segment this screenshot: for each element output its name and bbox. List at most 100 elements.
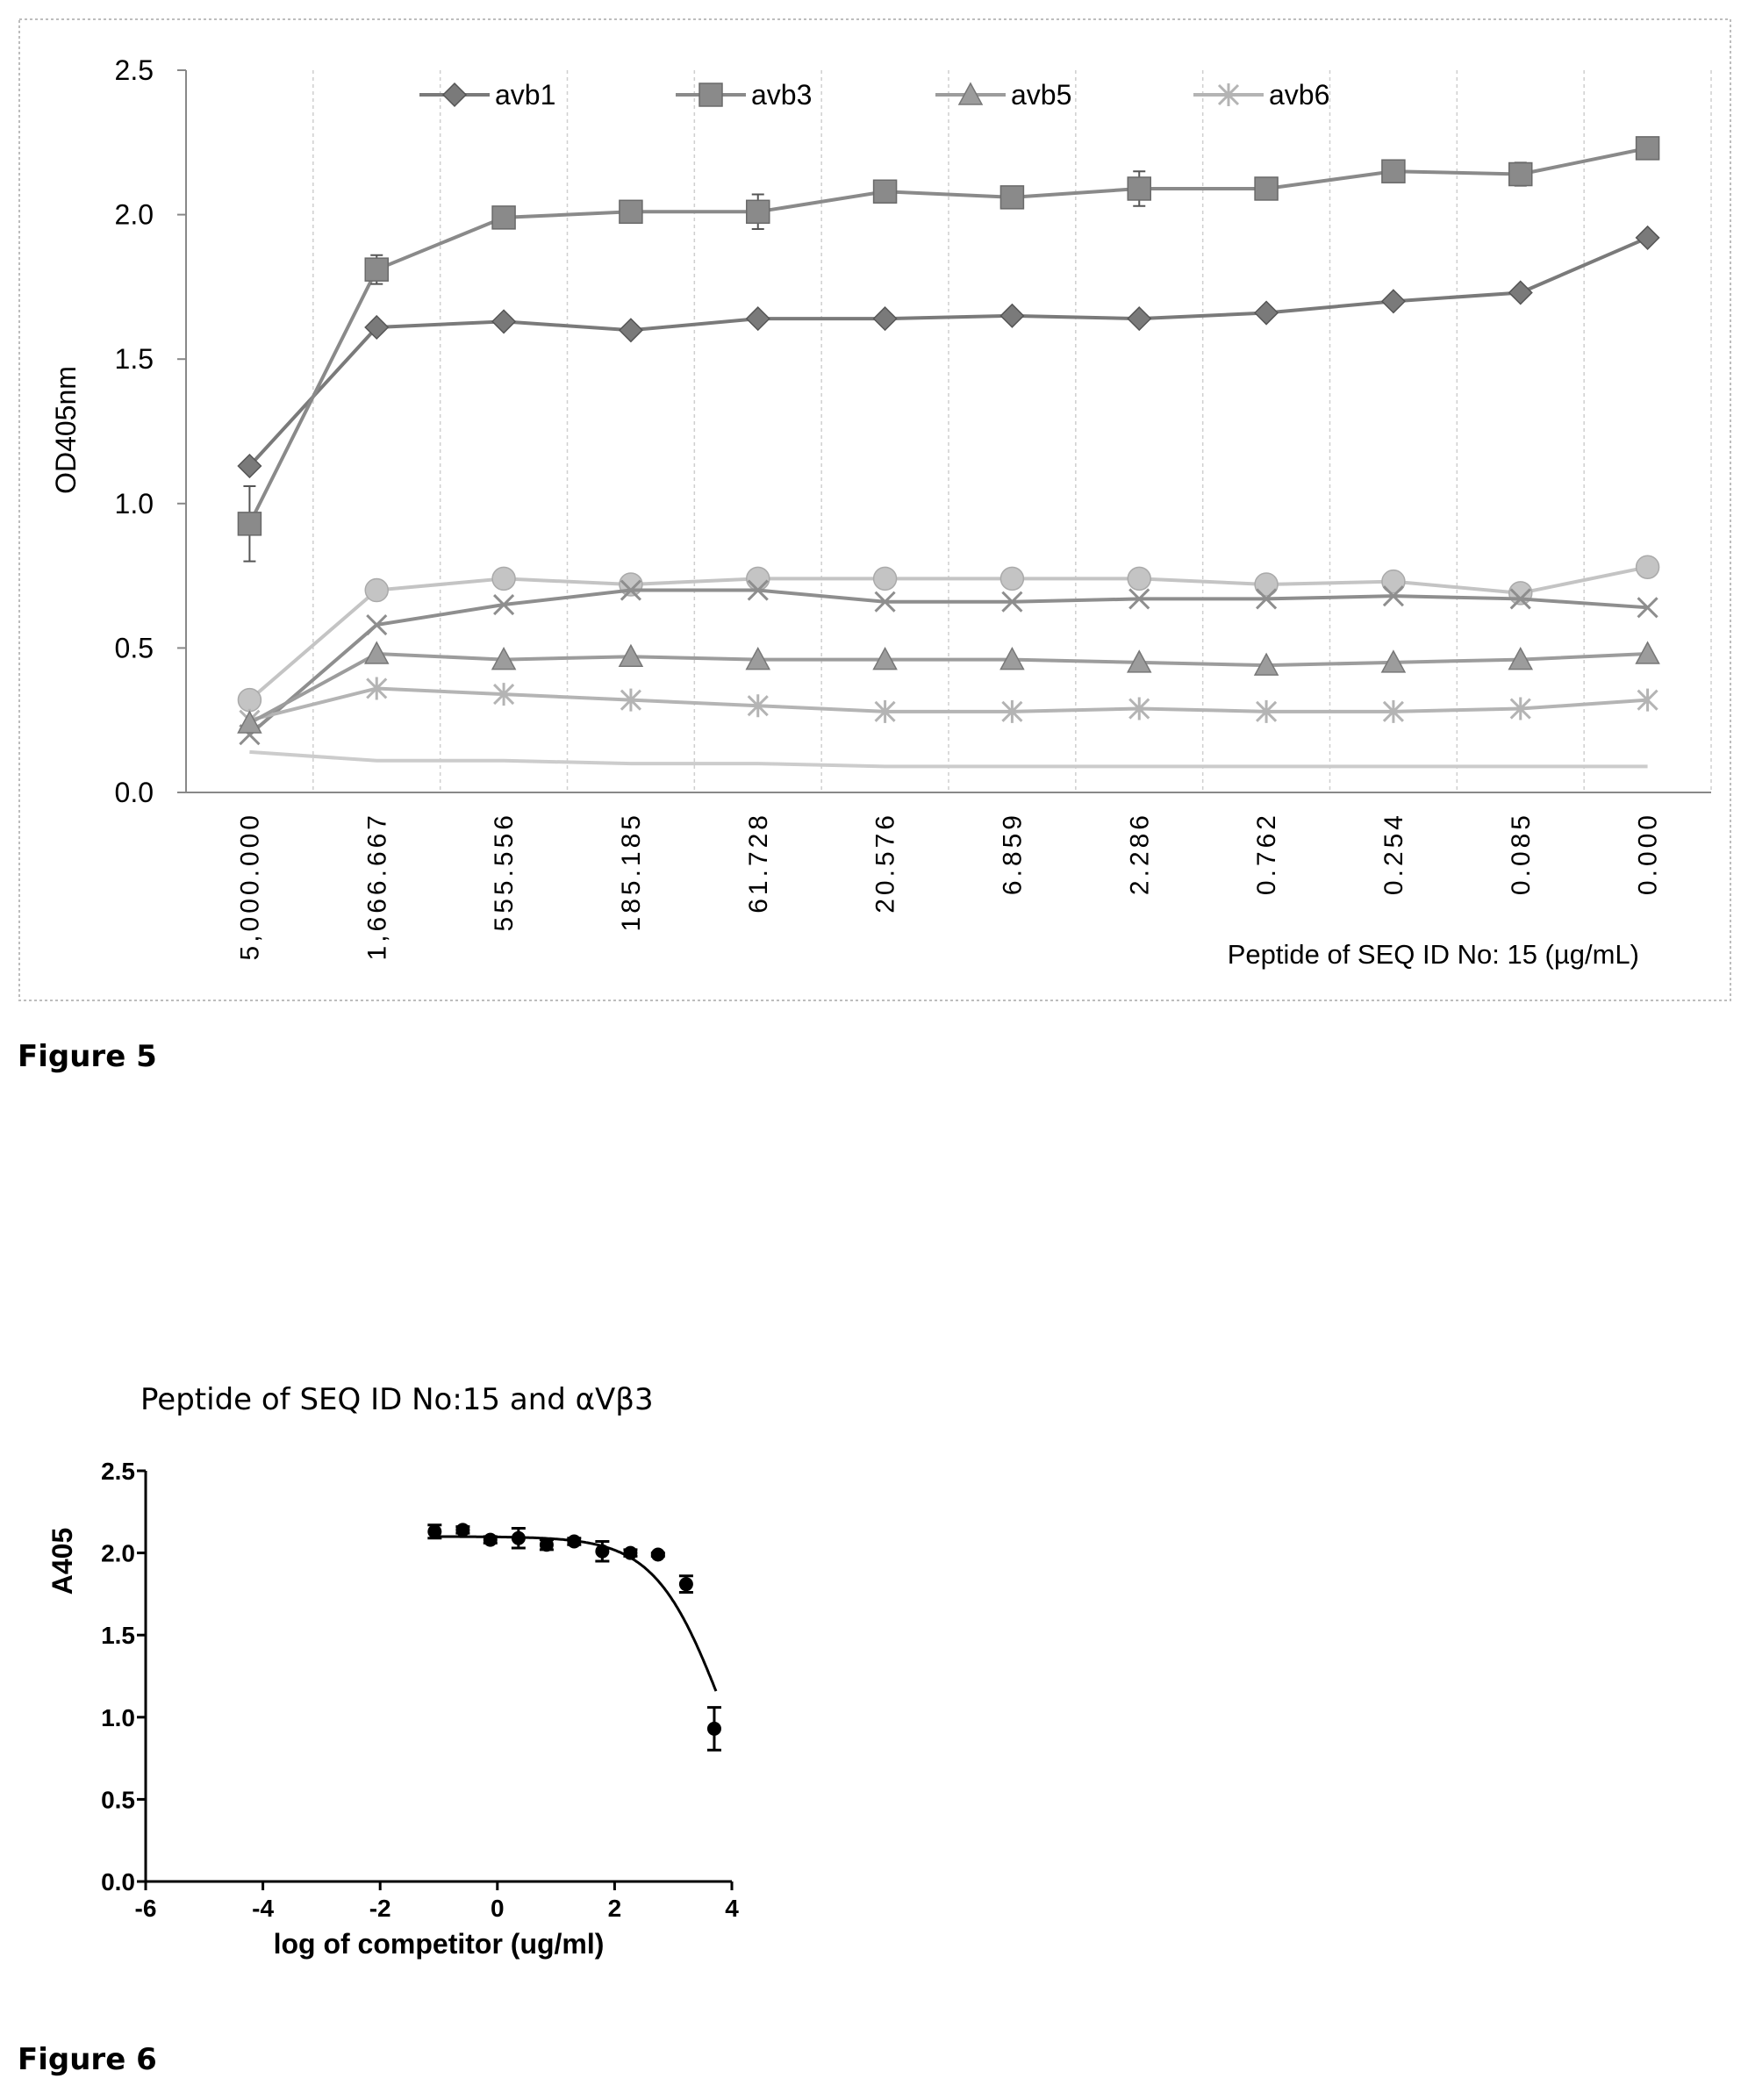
series-avb1: [237, 225, 1660, 479]
data-point: [1380, 649, 1407, 673]
x-tick-label: -2: [369, 1895, 391, 1922]
data-point: [539, 1537, 554, 1552]
data-point: [491, 309, 517, 334]
data-point: [366, 677, 388, 700]
data-point: [1637, 597, 1658, 619]
y-tick-label: 2.5: [101, 1458, 135, 1485]
x-tick-label: 185.185: [617, 812, 646, 931]
data-point: [1635, 136, 1660, 161]
x-tick-label: 20.576: [871, 812, 900, 914]
series-avb3: [237, 136, 1660, 563]
y-tick-label: 0.5: [115, 632, 154, 663]
y-axis-label: A405: [47, 1528, 78, 1595]
data-point: [1126, 649, 1152, 673]
data-point: [1382, 585, 1404, 607]
series-layer: [237, 136, 1660, 769]
data-point: [1127, 566, 1151, 591]
legend-marker: [957, 82, 984, 105]
data-point: [747, 579, 769, 601]
data-point: [511, 1530, 526, 1545]
series-unlabeled-4: [237, 555, 1660, 713]
data-point: [1001, 699, 1023, 723]
data-point: [1254, 572, 1279, 597]
legend-marker: [698, 82, 723, 107]
series-line: [247, 236, 1649, 468]
data-point: [1127, 306, 1152, 332]
figure-5-caption: Figure 5: [18, 1039, 157, 1074]
data-point: [872, 566, 898, 591]
series-line: [247, 146, 1648, 525]
data-point: [1128, 697, 1150, 720]
data-point: [618, 318, 643, 343]
legend-label: avb1: [495, 79, 555, 111]
chart-border: [18, 18, 1731, 1001]
data-point: [493, 593, 515, 616]
data-point: [491, 646, 517, 670]
y-tick-label: 1.0: [101, 1704, 135, 1731]
data-point: [483, 1532, 498, 1547]
data-points: [427, 1523, 721, 1752]
legend-label: avb6: [1269, 79, 1329, 111]
data-point: [364, 257, 389, 282]
data-point: [747, 694, 769, 718]
y-tick-label: 2.5: [115, 54, 154, 86]
vertical-gridlines: [185, 70, 1712, 792]
fit-line: [434, 1535, 718, 1692]
series-avb5: [237, 641, 1660, 734]
data-point-group: [427, 1523, 442, 1540]
data-point: [364, 577, 389, 603]
x-tick-label: 61.728: [744, 812, 773, 914]
axes: [137, 1469, 734, 1890]
series-unlabeled-5: [239, 579, 1658, 746]
data-point: [1508, 161, 1533, 187]
data-point: [427, 1524, 442, 1539]
data-point: [745, 646, 771, 670]
data-point: [620, 579, 641, 601]
x-tick-label: 0: [491, 1895, 505, 1922]
x-tick-label: 5,000.000: [235, 812, 264, 960]
data-point: [364, 314, 390, 340]
data-point: [455, 1523, 470, 1537]
legend: avb1 avb3 avb5 avb6: [419, 79, 1329, 111]
data-point: [1381, 569, 1406, 594]
x-tick-labels: 5,000.000 1,666.667 555.556 185.185 61.728 20…: [235, 812, 1662, 960]
y-tick-label: 2.0: [101, 1540, 135, 1567]
data-point: [363, 641, 390, 664]
series-unlabeled-6: [249, 749, 1648, 769]
y-tick-label: 1.0: [115, 488, 154, 520]
data-point: [1635, 225, 1660, 250]
data-point: [237, 687, 262, 713]
data-point: [650, 1547, 665, 1562]
x-tick-label: 2.286: [1125, 812, 1154, 895]
data-point: [999, 303, 1025, 328]
data-point: [872, 306, 898, 332]
data-point: [872, 179, 898, 204]
legend-label: avb5: [1011, 79, 1071, 111]
series-line: [248, 686, 1648, 722]
data-point-group: [595, 1539, 610, 1563]
data-point: [1256, 699, 1278, 723]
series-line: [249, 749, 1648, 769]
data-point-group: [623, 1545, 638, 1560]
data-point: [1509, 697, 1531, 720]
axes: [177, 69, 1711, 793]
data-point-group: [678, 1574, 693, 1595]
data-point: [567, 1534, 582, 1549]
figure-5-line-chart: 0.0 0.5 1.0 1.5 2.0 2.5 5,000.000 1,666.667 555…: [18, 18, 1731, 1001]
legend-marker: [1217, 83, 1240, 106]
data-point: [872, 646, 898, 670]
y-tick-label: 1.5: [101, 1622, 135, 1649]
data-point-group: [567, 1534, 582, 1549]
data-point: [678, 1577, 693, 1592]
data-point: [706, 1721, 721, 1736]
data-point: [1635, 641, 1660, 664]
data-point: [746, 199, 770, 225]
data-point: [1127, 176, 1151, 201]
x-tick-label: 0.000: [1634, 812, 1663, 895]
x-tick-label: 555.556: [490, 812, 519, 931]
y-tick-label: 0.0: [101, 1868, 135, 1896]
data-point: [999, 566, 1025, 591]
x-tick-label: 1,666.667: [362, 812, 391, 960]
data-point: [1256, 588, 1278, 610]
data-point: [237, 710, 262, 734]
